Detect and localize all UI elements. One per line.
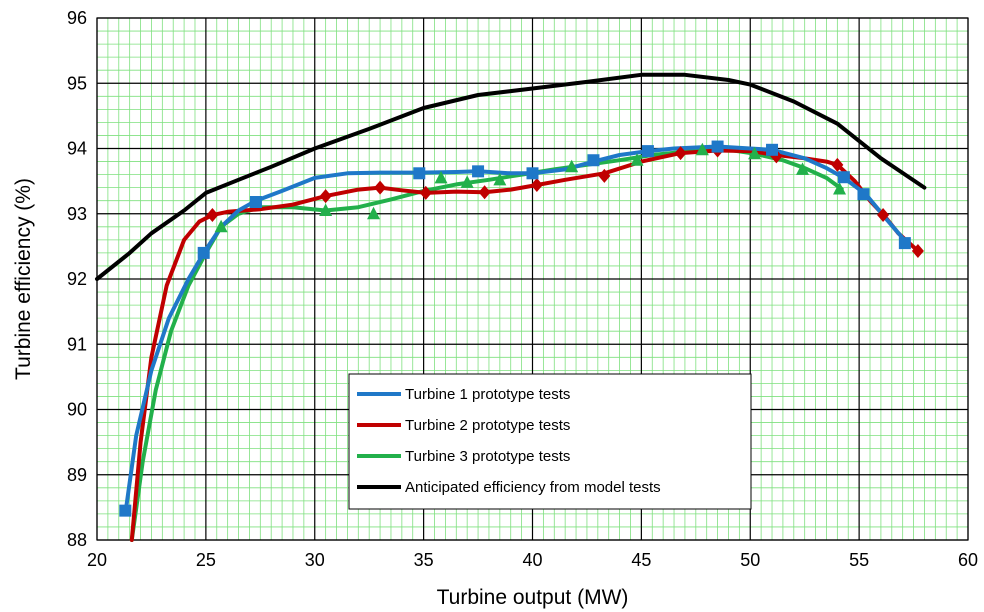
y-tick-label: 92	[67, 269, 87, 289]
data-point-square	[641, 145, 654, 158]
x-tick-label: 25	[196, 550, 216, 570]
data-point-diamond	[419, 185, 432, 200]
data-point-diamond	[478, 185, 491, 200]
data-point-triangle	[833, 181, 847, 195]
x-axis-title: Turbine output (MW)	[437, 586, 629, 609]
x-tick-label: 45	[631, 550, 651, 570]
data-point-triangle	[434, 170, 448, 184]
x-tick-label: 55	[849, 550, 869, 570]
legend-box	[348, 373, 752, 510]
data-point-triangle	[460, 175, 474, 188]
y-tick-label: 90	[67, 400, 87, 420]
data-point-square	[197, 246, 210, 259]
data-point-diamond	[206, 208, 219, 223]
data-point-square	[472, 165, 485, 178]
x-tick-label: 40	[522, 550, 542, 570]
series-layer	[95, 72, 927, 542]
data-point-square	[119, 504, 132, 517]
y-tick-label: 96	[67, 8, 87, 28]
data-point-square	[526, 167, 539, 180]
data-point-triangle	[695, 142, 709, 156]
data-point-square	[249, 196, 262, 209]
legend-label: Turbine 1 prototype tests	[405, 386, 570, 403]
data-point-square	[413, 167, 426, 180]
legend: Turbine 1 prototype tests Turbine 2 proto…	[348, 373, 752, 510]
data-point-triangle	[493, 172, 507, 186]
data-point-square	[898, 237, 911, 250]
data-point-triangle	[630, 153, 644, 166]
x-tick-label: 30	[305, 550, 325, 570]
y-tick-label: 94	[67, 139, 87, 159]
x-tick-label: 50	[740, 550, 760, 570]
data-point-square	[766, 143, 779, 156]
y-tick-label: 88	[67, 530, 87, 550]
data-point-diamond	[530, 178, 543, 193]
data-point-triangle	[214, 219, 228, 233]
data-point-diamond	[674, 146, 687, 161]
data-point-diamond	[831, 157, 844, 172]
data-point-triangle	[565, 159, 579, 173]
data-point-diamond	[319, 189, 332, 204]
data-point-diamond	[911, 243, 924, 258]
x-tick-label: 60	[958, 550, 978, 570]
y-tick-label: 91	[67, 334, 87, 354]
legend-label: Anticipated efficiency from model tests	[405, 479, 661, 496]
data-point-diamond	[598, 168, 611, 183]
series-line-1	[123, 144, 909, 516]
legend-label: Turbine 3 prototype tests	[405, 448, 570, 465]
x-tick-label: 20	[87, 550, 107, 570]
x-axis-ticks: 20 25 30 35 40 45 50 55 60	[87, 550, 978, 570]
y-axis-ticks: 88 89 90 91 92 93 94 95 96	[67, 8, 87, 550]
x-tick-label: 35	[414, 550, 434, 570]
data-point-triangle	[367, 206, 381, 220]
data-point-triangle	[319, 203, 333, 216]
y-tick-label: 95	[67, 73, 87, 93]
data-point-square	[837, 171, 850, 184]
y-axis-title: Turbine efficiency (%)	[12, 178, 35, 380]
data-point-square	[857, 188, 870, 201]
data-point-square	[587, 154, 600, 167]
data-point-diamond	[877, 208, 890, 223]
data-point-diamond	[374, 180, 387, 195]
data-point-triangle	[748, 146, 762, 160]
y-tick-label: 89	[67, 465, 87, 485]
data-point-square	[711, 140, 724, 153]
series-line-2	[129, 148, 920, 542]
legend-label: Turbine 2 prototype tests	[405, 417, 570, 434]
series-line-4	[95, 72, 927, 281]
data-point-triangle	[796, 162, 810, 175]
y-tick-label: 93	[67, 204, 87, 224]
